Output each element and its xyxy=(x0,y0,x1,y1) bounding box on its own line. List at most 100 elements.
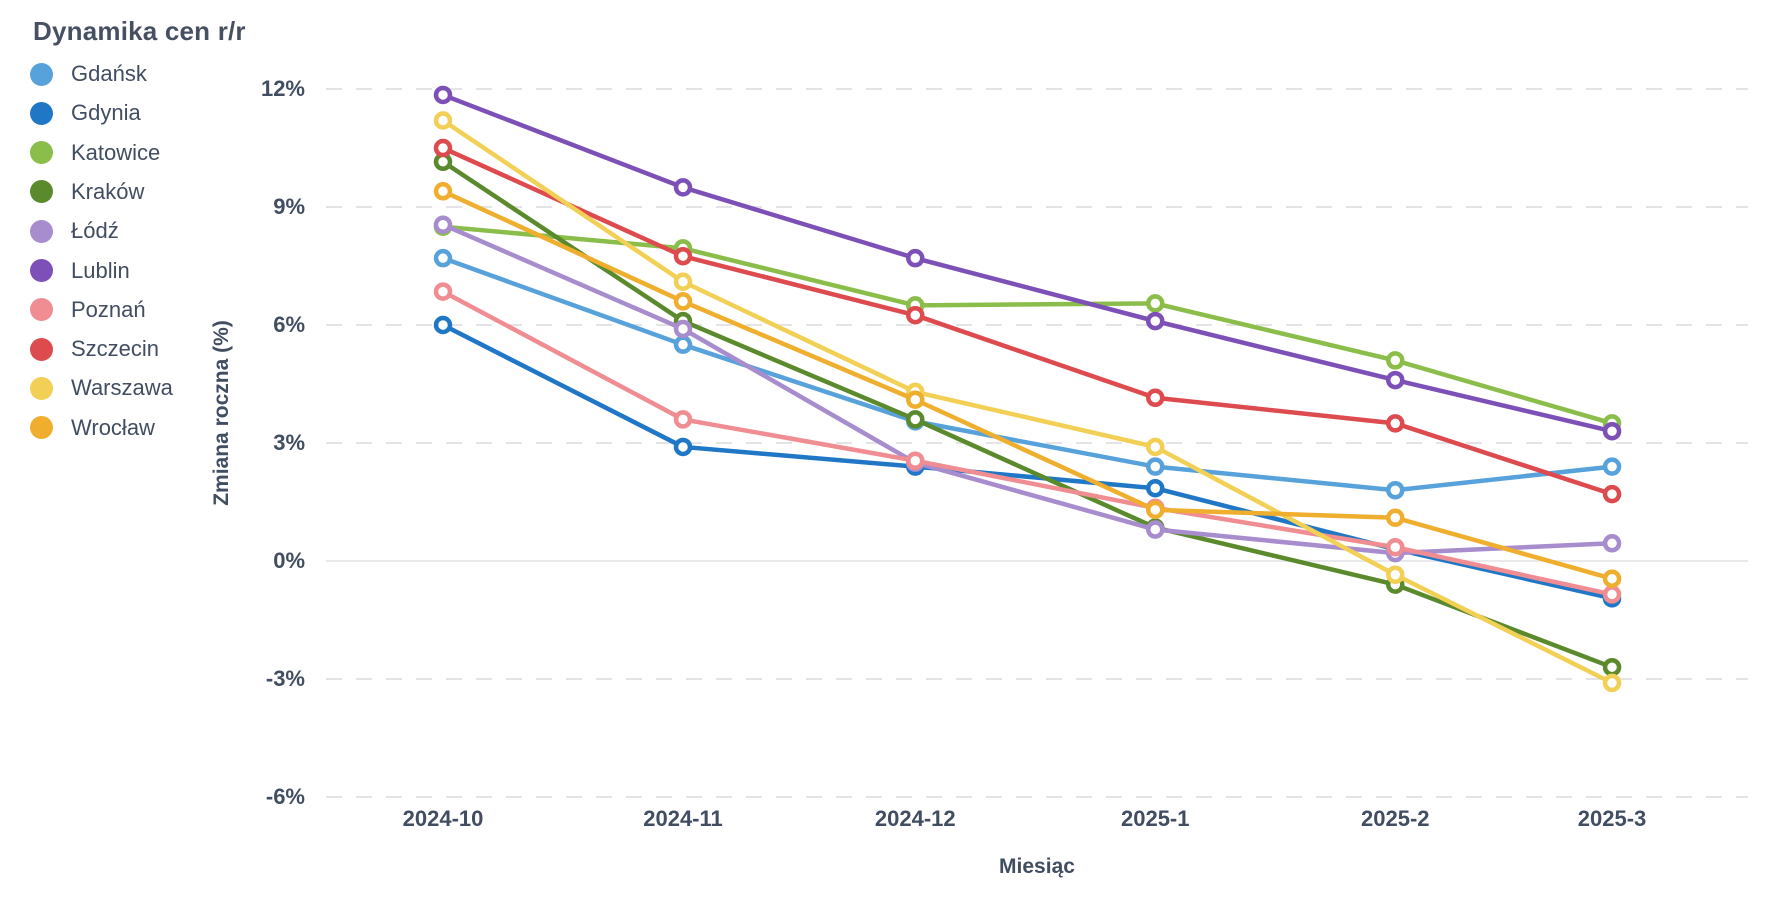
series-line-lodz xyxy=(440,222,1615,556)
data-point-wroclaw-2025-2[interactable] xyxy=(1386,508,1405,527)
legend-item-katowice[interactable]: Katowice xyxy=(30,138,160,168)
data-point-gdynia-2024-10[interactable] xyxy=(433,315,453,335)
data-point-szczecin-2024-10[interactable] xyxy=(433,138,453,158)
legend-label: Warszawa xyxy=(71,375,173,401)
x-tick-label: 2024-11 xyxy=(643,806,723,831)
legend-swatch-szczecin xyxy=(30,337,53,361)
legend-swatch-katowice xyxy=(30,141,53,165)
legend-item-lublin[interactable]: Lublin xyxy=(30,256,130,286)
data-point-lodz-2025-1[interactable] xyxy=(1146,520,1165,539)
y-tick-label: 3% xyxy=(273,430,305,455)
series-line-poznan xyxy=(440,289,1615,597)
data-point-warszawa-2025-3[interactable] xyxy=(1602,673,1622,693)
legend-item-poznan[interactable]: Poznań xyxy=(30,295,146,325)
data-point-lodz-2024-10[interactable] xyxy=(433,215,453,234)
legend-item-wroclaw[interactable]: Wrocław xyxy=(30,413,155,443)
data-point-szczecin-2024-12[interactable] xyxy=(906,305,925,325)
legend-label: Kraków xyxy=(71,178,145,204)
legend-item-krakow[interactable]: Kraków xyxy=(30,177,144,207)
series-line-wroclaw xyxy=(440,189,1615,581)
legend-swatch-krakow xyxy=(30,180,53,204)
data-point-lublin-2025-3[interactable] xyxy=(1602,421,1622,441)
series-line-katowice xyxy=(440,224,1615,426)
legend-item-gdansk[interactable]: Gdańsk xyxy=(30,59,147,89)
data-point-lublin-2024-12[interactable] xyxy=(906,248,925,268)
legend: Dynamika cen r/r xyxy=(33,16,246,47)
data-point-gdynia-2025-1[interactable] xyxy=(1146,478,1165,498)
y-tick-label: -6% xyxy=(265,783,305,809)
data-point-wroclaw-2024-12[interactable] xyxy=(906,390,925,409)
data-point-poznan-2025-2[interactable] xyxy=(1386,537,1405,557)
data-point-gdansk-2025-3[interactable] xyxy=(1602,457,1622,476)
data-point-szczecin-2025-3[interactable] xyxy=(1602,484,1622,504)
data-point-lublin-2025-2[interactable] xyxy=(1386,370,1405,390)
x-tick-label: 2025-2 xyxy=(1361,806,1430,831)
legend-title: Dynamika cen r/r xyxy=(33,16,246,46)
legend-label: Wrocław xyxy=(71,414,155,440)
legend-item-warszawa[interactable]: Warszawa xyxy=(30,373,173,403)
series-line-lublin xyxy=(440,92,1615,434)
y-tick-label: 0% xyxy=(273,548,305,573)
data-point-wroclaw-2024-11[interactable] xyxy=(673,292,693,311)
data-point-katowice-2025-2[interactable] xyxy=(1386,351,1405,370)
y-tick-label: -3% xyxy=(265,665,305,691)
data-point-lublin-2025-1[interactable] xyxy=(1146,311,1165,331)
series-lublin xyxy=(433,85,1622,441)
x-axis-title: Miesiąc xyxy=(999,855,1075,878)
data-point-lodz-2025-3[interactable] xyxy=(1602,534,1622,553)
data-point-wroclaw-2024-10[interactable] xyxy=(433,182,453,201)
legend-swatch-gdansk xyxy=(30,62,53,86)
data-point-poznan-2024-10[interactable] xyxy=(433,282,453,301)
data-point-gdansk-2024-10[interactable] xyxy=(433,248,453,268)
series-line-warszawa xyxy=(440,118,1615,686)
legend-swatch-lodz xyxy=(30,219,53,243)
legend-item-szczecin[interactable]: Szczecin xyxy=(30,334,159,364)
series-wroclaw xyxy=(433,182,1622,588)
data-point-warszawa-2025-2[interactable] xyxy=(1386,565,1405,585)
data-point-szczecin-2025-1[interactable] xyxy=(1146,388,1165,408)
legend-swatch-gdynia xyxy=(30,101,53,125)
series-line-gdansk xyxy=(440,255,1615,493)
y-tick-label: 12% xyxy=(260,76,305,102)
data-point-poznan-2025-3[interactable] xyxy=(1602,585,1622,604)
data-point-gdansk-2025-2[interactable] xyxy=(1386,480,1405,500)
series-szczecin xyxy=(433,138,1622,504)
data-point-gdansk-2025-1[interactable] xyxy=(1146,457,1165,476)
legend-swatch-poznan xyxy=(30,298,53,322)
legend-label: Poznań xyxy=(71,296,146,322)
data-point-wroclaw-2025-3[interactable] xyxy=(1602,569,1622,588)
data-point-krakow-2025-3[interactable] xyxy=(1602,657,1622,677)
x-tick-label: 2025-3 xyxy=(1577,806,1647,831)
legend-item-lodz[interactable]: Łódź xyxy=(30,216,119,246)
data-point-krakow-2024-12[interactable] xyxy=(906,410,925,429)
y-tick-label: 9% xyxy=(273,194,305,220)
data-point-warszawa-2025-1[interactable] xyxy=(1146,437,1165,457)
data-point-lodz-2024-11[interactable] xyxy=(673,319,693,339)
data-point-szczecin-2024-11[interactable] xyxy=(673,246,693,266)
data-point-warszawa-2024-11[interactable] xyxy=(673,272,693,292)
data-point-gdynia-2024-11[interactable] xyxy=(673,437,693,457)
legend-label: Szczecin xyxy=(71,336,160,362)
data-point-szczecin-2025-2[interactable] xyxy=(1386,414,1405,433)
data-point-gdansk-2024-11[interactable] xyxy=(673,335,693,354)
legend-label: Gdynia xyxy=(71,100,141,126)
data-point-warszawa-2024-10[interactable] xyxy=(433,111,453,130)
data-point-lublin-2024-11[interactable] xyxy=(673,178,693,197)
series-poznan xyxy=(433,282,1622,604)
data-point-poznan-2024-12[interactable] xyxy=(906,451,925,470)
legend-swatch-warszawa xyxy=(30,376,53,400)
series-line-szczecin xyxy=(440,145,1615,497)
x-tick-label: 2024-10 xyxy=(402,806,484,831)
legend-label: Lublin xyxy=(71,257,130,283)
data-point-lublin-2024-10[interactable] xyxy=(433,85,453,105)
legend-swatch-lublin xyxy=(30,259,53,282)
legend-item-gdynia[interactable]: Gdynia xyxy=(30,98,141,128)
data-point-katowice-2025-1[interactable] xyxy=(1146,294,1165,313)
data-point-wroclaw-2025-1[interactable] xyxy=(1146,500,1165,520)
legend-label: Łódź xyxy=(71,218,119,244)
x-tick-label: 2024-12 xyxy=(874,806,956,831)
data-point-poznan-2024-11[interactable] xyxy=(673,410,693,429)
legend-label: Gdańsk xyxy=(71,61,147,86)
